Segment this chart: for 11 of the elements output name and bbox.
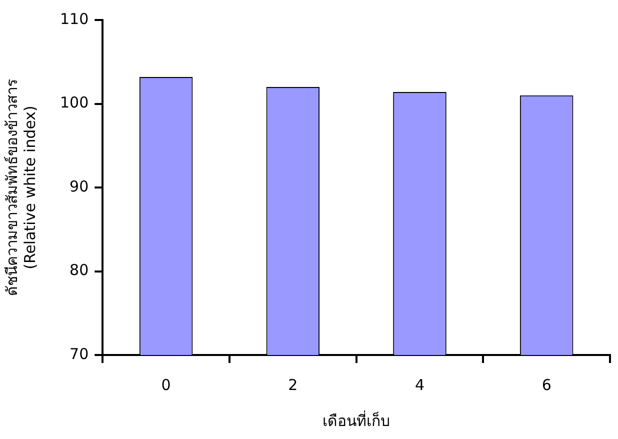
x-tick-label: 4 (414, 376, 425, 394)
x-tick-label: 6 (542, 376, 552, 394)
y-tick-label: 80 (70, 261, 89, 280)
y-axis-title: ดัชนีความขาวสัมพัทธ์ของข้าวสาร (Relative white index) (2, 79, 39, 296)
y-tick-label: 70 (70, 344, 89, 363)
y-tick-label: 90 (70, 177, 89, 196)
x-tick-label: 2 (288, 376, 298, 394)
y-tick-label: 110 (60, 10, 89, 28)
x-tick-label: 0 (161, 376, 171, 394)
x-axis-title: เดือนที่เก็บ (322, 410, 390, 430)
y-tick-label: 100 (60, 94, 89, 112)
